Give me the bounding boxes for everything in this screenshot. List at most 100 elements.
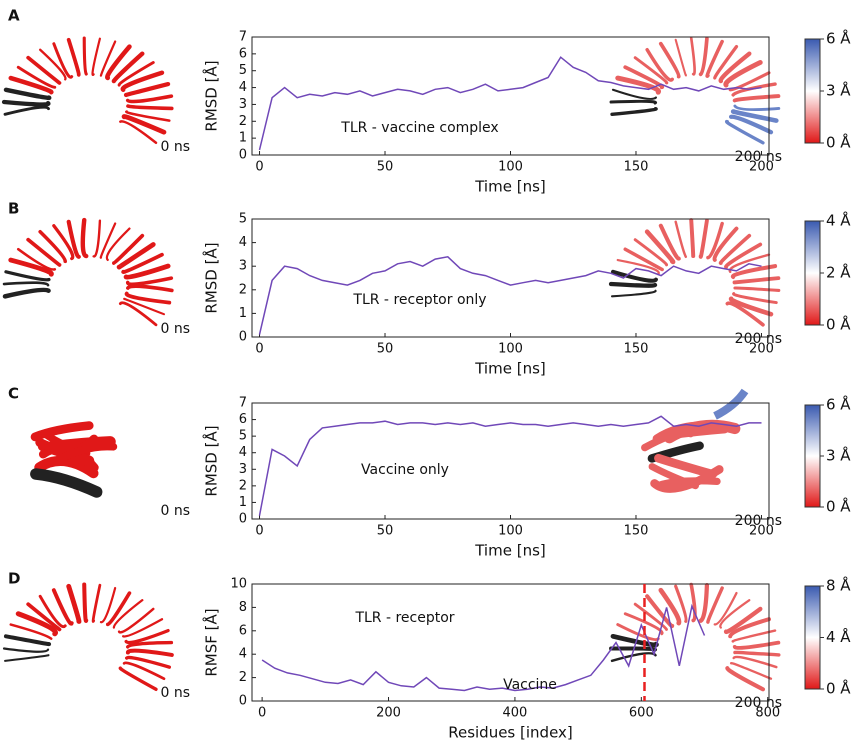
strand	[713, 44, 739, 80]
x-tick-label: 0	[255, 160, 263, 175]
protein-structure	[641, 388, 749, 493]
strand	[733, 650, 781, 657]
strand	[91, 583, 102, 623]
helix	[30, 468, 103, 498]
strand	[713, 591, 738, 626]
strand	[609, 99, 658, 105]
strand	[1, 99, 51, 107]
line-series	[258, 255, 762, 335]
plot-frame	[251, 402, 770, 520]
strand	[725, 301, 765, 327]
strand	[658, 41, 681, 79]
strand	[105, 591, 132, 627]
strand	[125, 94, 174, 104]
y-tick-label: 0	[239, 694, 247, 709]
strand	[633, 238, 668, 267]
x-tick-label: 800	[755, 706, 780, 721]
strand	[724, 119, 765, 145]
strand	[118, 301, 158, 327]
colorbar-tick-label: 3 Å	[826, 81, 851, 100]
x-tick-label: 200	[749, 160, 774, 175]
helix	[660, 426, 729, 441]
strand	[121, 114, 167, 135]
protein-structure	[30, 421, 118, 498]
strand	[51, 588, 74, 626]
plot-frame	[251, 36, 770, 156]
strand	[658, 587, 682, 626]
strand	[126, 104, 174, 111]
helix	[47, 442, 118, 467]
helix	[648, 463, 700, 490]
strand	[92, 219, 102, 258]
strand	[117, 607, 155, 634]
strand	[112, 233, 145, 265]
strand	[732, 276, 781, 285]
strand	[120, 70, 165, 93]
x-tick-label: 200	[749, 524, 774, 539]
annotation: Vaccine	[503, 677, 557, 693]
strand	[9, 623, 53, 640]
y-tick-label: 6	[239, 412, 247, 427]
strand	[122, 618, 164, 638]
y-tick-label: 1	[239, 131, 247, 146]
strand	[112, 599, 144, 629]
colorbar	[804, 38, 821, 144]
y-tick-label: 5	[239, 429, 247, 444]
strand	[82, 36, 88, 76]
panel-label: D	[8, 570, 20, 588]
strand	[38, 48, 67, 81]
strand	[125, 648, 174, 657]
helix	[654, 453, 718, 479]
strand	[689, 582, 697, 623]
end-label: 200 ns	[735, 513, 782, 529]
strand	[610, 269, 658, 283]
strand	[689, 218, 696, 259]
x-axis-label: Time [ns]	[474, 360, 546, 378]
y-tick-label: 8	[239, 600, 247, 615]
strand	[125, 276, 174, 286]
strand	[126, 284, 174, 293]
x-tick-label: 600	[629, 706, 654, 721]
strand	[118, 666, 158, 691]
strand	[111, 51, 145, 84]
strand	[732, 94, 781, 103]
strand	[91, 37, 101, 77]
strand	[712, 226, 739, 262]
x-tick-label: 400	[503, 706, 528, 721]
strand	[645, 48, 674, 82]
strand	[723, 60, 763, 88]
strand	[52, 42, 74, 79]
strand	[126, 640, 174, 649]
strand	[674, 220, 688, 259]
strand	[733, 286, 781, 292]
x-tick-label: 150	[624, 342, 649, 357]
strand	[623, 612, 664, 636]
strand	[706, 221, 724, 260]
strand	[718, 233, 752, 265]
strand	[658, 223, 681, 261]
strand	[623, 65, 665, 90]
strand	[689, 36, 696, 76]
annotation: TLR - vaccine complex	[340, 120, 498, 136]
strand	[732, 640, 781, 650]
strand	[3, 87, 52, 101]
x-tick-label: 100	[498, 342, 523, 357]
x-axis-label: Time [ns]	[474, 542, 546, 560]
strand	[66, 219, 81, 259]
strand	[706, 586, 724, 624]
strand	[633, 56, 669, 85]
y-tick-label: 2	[239, 282, 247, 297]
strand	[116, 242, 156, 270]
y-tick-label: 5	[239, 212, 247, 227]
strand	[16, 65, 57, 89]
y-tick-label: 1	[239, 306, 247, 321]
x-axis-label: Time [ns]	[474, 178, 546, 196]
end-label: 200 ns	[735, 149, 782, 165]
colorbar-tick-label: 0 Å	[826, 133, 851, 152]
strand	[52, 224, 75, 261]
y-tick-label: 3	[239, 462, 247, 477]
x-tick-label: 150	[624, 160, 649, 175]
start-label: 0 ns	[160, 139, 190, 155]
strand	[731, 629, 777, 643]
start-label: 0 ns	[160, 685, 190, 701]
